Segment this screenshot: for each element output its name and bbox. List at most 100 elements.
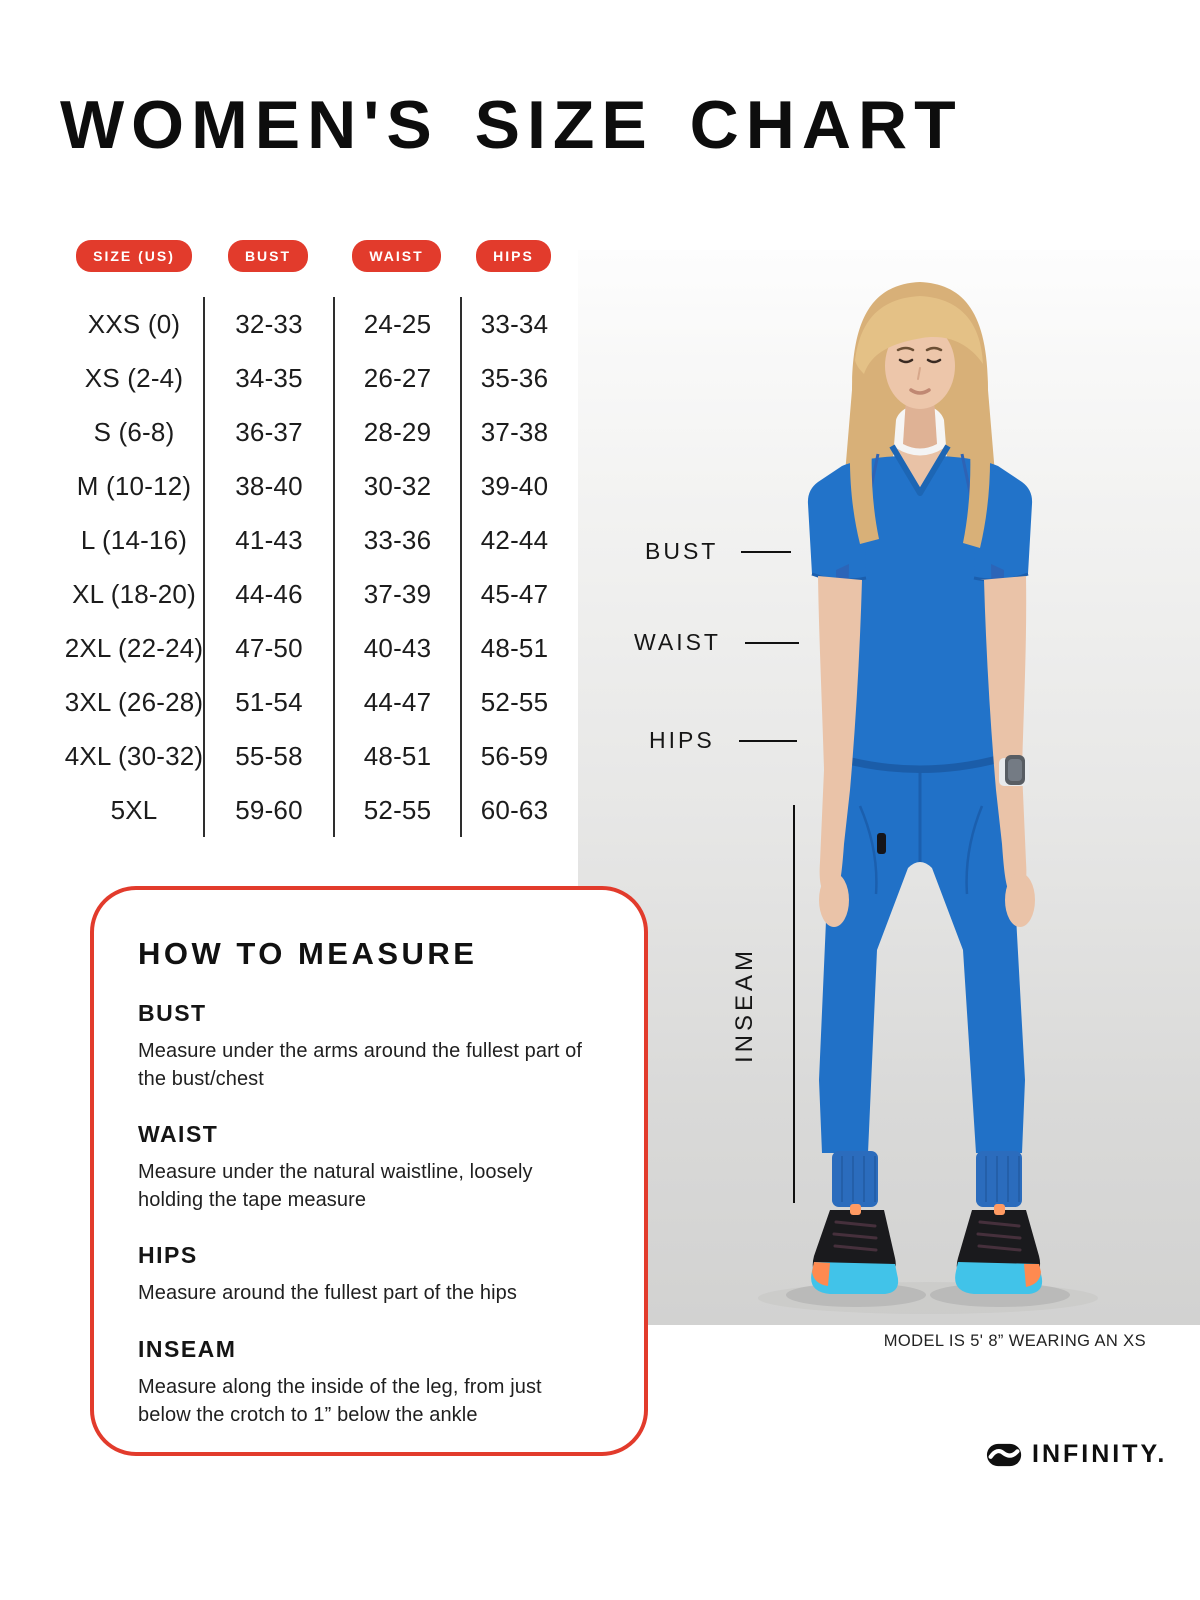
bust-cell: 55-58 — [203, 729, 333, 783]
neck — [903, 398, 937, 449]
waist-cell: 30-32 — [333, 459, 460, 513]
hair-front — [855, 296, 983, 374]
bust-cell: 38-40 — [203, 459, 333, 513]
arm-left — [980, 576, 1027, 895]
measure-item-label: BUST — [138, 1000, 207, 1026]
size-cell: 3XL (26-28) — [64, 686, 204, 717]
measure-item: BUST Measure under the arms around the f… — [138, 1000, 598, 1093]
hand-left — [1005, 873, 1035, 927]
table-row: 4XL (30-32) 55-58 48-51 56-59 — [65, 729, 567, 783]
model-figure — [758, 282, 1098, 1314]
bust-pointer-label: BUST — [645, 538, 792, 565]
measure-item: HIPS Measure around the fullest part of … — [138, 1242, 598, 1308]
bust-cell: 34-35 — [203, 351, 333, 405]
bust-cell: 36-37 — [203, 405, 333, 459]
hips-cell: 42-44 — [460, 513, 567, 567]
measure-item: INSEAM Measure along the inside of the l… — [138, 1336, 598, 1429]
waist-cell: 40-43 — [333, 621, 460, 675]
inseam-label: INSEAM — [731, 947, 758, 1064]
hips-cell: 45-47 — [460, 567, 567, 621]
size-cell: XL (18-20) — [72, 578, 196, 609]
shoe-right — [955, 1204, 1043, 1294]
size-table-body: XXS (0) 32-33 24-25 33-34 XS (2-4) 34-35… — [65, 297, 567, 837]
waist-label-text: WAIST — [634, 629, 721, 655]
how-to-measure-title: HOW TO MEASURE — [138, 936, 478, 971]
pocket-tag — [877, 833, 886, 854]
column-header-size: SIZE (US) — [76, 240, 192, 272]
bust-cell: 41-43 — [203, 513, 333, 567]
arm-right — [818, 576, 862, 895]
waist-cell: 37-39 — [333, 567, 460, 621]
waist-cell: 26-27 — [333, 351, 460, 405]
brand-logo: INFINITY. — [986, 1440, 1167, 1469]
waist-cell: 28-29 — [333, 405, 460, 459]
table-row: 5XL 59-60 52-55 60-63 — [65, 783, 567, 837]
size-cell: 5XL — [110, 794, 158, 825]
column-header-bust: BUST — [227, 240, 309, 272]
how-to-measure-box: HOW TO MEASURE BUST Measure under the ar… — [90, 886, 648, 1456]
table-row: L (14-16) 41-43 33-36 42-44 — [65, 513, 567, 567]
hips-cell: 33-34 — [460, 297, 567, 351]
hips-cell: 52-55 — [460, 675, 567, 729]
hips-cell: 37-38 — [460, 405, 567, 459]
size-cell: 2XL (22-24) — [64, 632, 204, 663]
brand-name: INFINITY. — [1032, 1440, 1168, 1468]
hips-cell: 60-63 — [460, 783, 567, 837]
size-cell: XS (2-4) — [84, 362, 184, 393]
table-row: XS (2-4) 34-35 26-27 35-36 — [65, 351, 567, 405]
shoe-left — [811, 1204, 899, 1294]
size-cell: 4XL (30-32) — [64, 740, 204, 771]
waist-cell: 48-51 — [333, 729, 460, 783]
table-row: 2XL (22-24) 47-50 40-43 48-51 — [65, 621, 567, 675]
bust-cell: 32-33 — [203, 297, 333, 351]
bust-pointer-line — [741, 550, 792, 553]
waist-pointer-label: WAIST — [634, 629, 799, 656]
waist-cell: 44-47 — [333, 675, 460, 729]
table-row: 3XL (26-28) 51-54 44-47 52-55 — [65, 675, 567, 729]
measure-item-text: Measure around the fullest part of the h… — [138, 1282, 517, 1305]
measure-item-label: HIPS — [138, 1242, 198, 1269]
bust-label-text: BUST — [645, 538, 719, 564]
waist-cell: 24-25 — [333, 297, 460, 351]
table-row: S (6-8) 36-37 28-29 37-38 — [65, 405, 567, 459]
column-header-hips: HIPS — [476, 240, 551, 272]
hips-label-text: HIPS — [649, 727, 715, 753]
table-row: XXS (0) 32-33 24-25 33-34 — [65, 297, 567, 351]
infinity-swoosh-icon — [986, 1443, 1022, 1466]
inseam-pointer-line — [793, 805, 795, 1203]
measure-item-text: Measure along the inside of the leg, fro… — [138, 1375, 542, 1426]
hips-cell: 48-51 — [460, 621, 567, 675]
column-header-waist: WAIST — [352, 240, 441, 272]
hips-cell: 35-36 — [460, 351, 567, 405]
page-title: WOMEN'S SIZE CHART — [60, 87, 963, 163]
face — [885, 323, 955, 409]
hips-cell: 56-59 — [460, 729, 567, 783]
hips-cell: 39-40 — [460, 459, 567, 513]
bust-cell: 44-46 — [203, 567, 333, 621]
measure-item-label: INSEAM — [138, 1335, 237, 1362]
bust-cell: 59-60 — [203, 783, 333, 837]
cuff-left — [832, 1151, 878, 1207]
waist-cell: 52-55 — [333, 783, 460, 837]
size-cell: L (14-16) — [80, 524, 188, 555]
watch — [999, 755, 1029, 786]
waist-cell: 33-36 — [333, 513, 460, 567]
measure-item-text: Measure under the natural waistline, loo… — [138, 1161, 533, 1211]
bust-cell: 51-54 — [203, 675, 333, 729]
waist-pointer-line — [744, 641, 799, 644]
size-cell: XXS (0) — [87, 308, 181, 339]
model-photo — [578, 250, 1200, 1325]
measure-item-label: WAIST — [138, 1121, 219, 1148]
cuff-right — [976, 1151, 1022, 1207]
size-table-header: SIZE (US) BUST WAIST HIPS — [65, 240, 567, 272]
hips-pointer-line — [738, 739, 797, 742]
measure-item: WAIST Measure under the natural waistlin… — [138, 1121, 598, 1214]
pants — [819, 750, 1025, 1153]
table-row: XL (18-20) 44-46 37-39 45-47 — [65, 567, 567, 621]
size-table: SIZE (US) BUST WAIST HIPS XXS (0) 32-33 … — [65, 240, 567, 837]
hand-right — [819, 873, 849, 927]
table-row: M (10-12) 38-40 30-32 39-40 — [65, 459, 567, 513]
size-cell: M (10-12) — [76, 470, 192, 501]
size-cell: S (6-8) — [93, 416, 175, 447]
